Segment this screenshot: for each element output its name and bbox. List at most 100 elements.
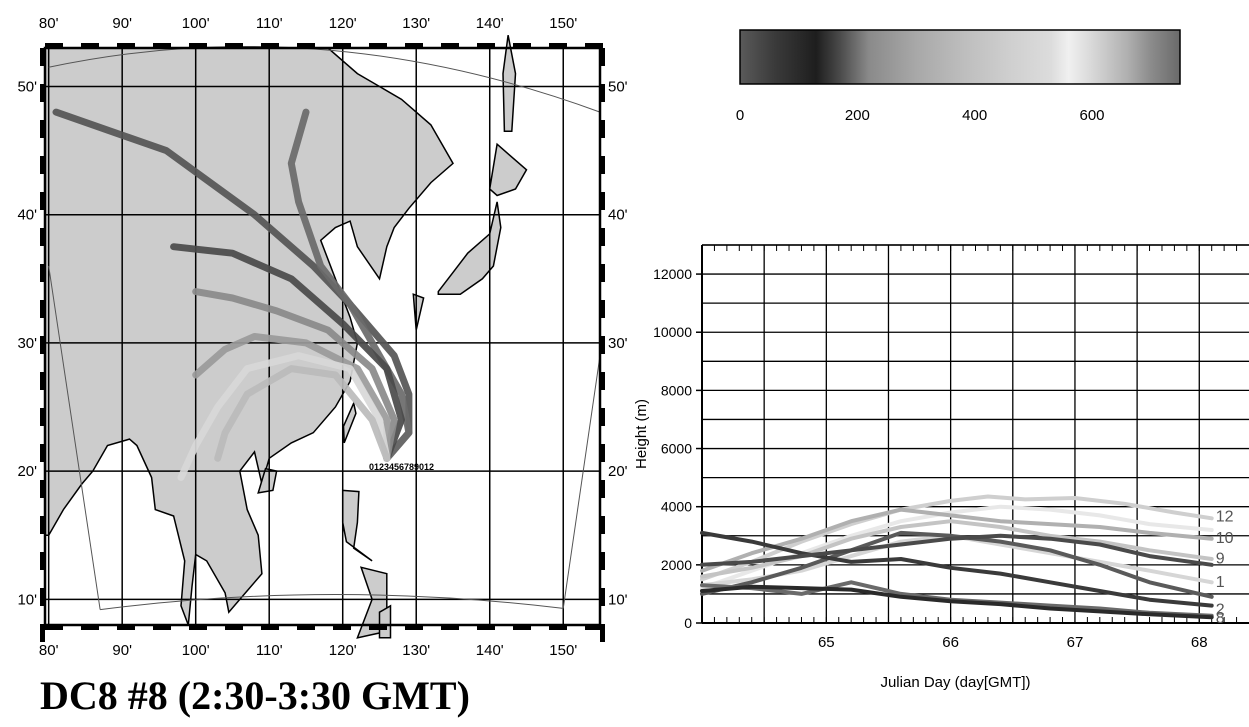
y-tick-label: 0: [684, 615, 692, 631]
border-tick: [40, 480, 45, 498]
border-tick: [600, 84, 605, 102]
border-tick: [40, 516, 45, 534]
lon-tick-label-top: 150': [549, 15, 577, 32]
border-tick: [40, 84, 45, 102]
border-tick: [549, 625, 567, 630]
border-tick: [600, 408, 605, 426]
border-tick: [441, 625, 459, 630]
series-end-label: 2: [1216, 601, 1225, 618]
border-tick: [585, 43, 603, 48]
lon-tick-label-bottom: 100': [182, 642, 210, 659]
height-series-line: [700, 584, 1214, 620]
border-tick: [81, 625, 99, 630]
lat-tick-label-left: 10': [17, 591, 37, 608]
map-panel: 80' 80' 90' 90' 100' 100' 110' 110' 120' 120' 130'…: [17, 15, 628, 659]
lat-tick-label-left: 30': [17, 335, 37, 352]
lat-tick-label-left: 50': [17, 78, 37, 95]
border-tick: [40, 48, 45, 66]
border-tick: [600, 264, 605, 282]
y-tick-label: 12000: [653, 266, 692, 282]
series-end-label: 10: [1216, 530, 1234, 547]
legend-tick-label: 600: [1079, 107, 1104, 124]
border-tick: [513, 625, 531, 630]
border-tick: [477, 625, 495, 630]
border-tick: [297, 625, 315, 630]
figure-title: DC8 #8 (2:30-3:30 GMT): [40, 673, 470, 718]
border-tick: [40, 264, 45, 282]
border-tick: [40, 444, 45, 462]
legend-tick-label: 200: [845, 107, 870, 124]
domain-outline: [48, 45, 601, 113]
border-tick: [585, 625, 603, 630]
trajectory-line: [192, 288, 398, 462]
series-end-label: 8: [1216, 610, 1225, 627]
border-tick: [549, 43, 567, 48]
lat-tick-label-right: 50': [608, 78, 628, 95]
lat-tick-label-left: 20': [17, 463, 37, 480]
trajectory-line: [170, 243, 405, 462]
border-tick: [117, 625, 135, 630]
border-tick: [297, 43, 315, 48]
border-tick: [81, 43, 99, 48]
series-end-label: 12: [1216, 508, 1234, 525]
lon-tick-label-top: 100': [182, 15, 210, 32]
border-tick: [600, 516, 605, 534]
border-tick: [40, 192, 45, 210]
height-series-line: [700, 494, 1214, 582]
border-tick: [261, 625, 279, 630]
border-tick: [600, 444, 605, 462]
x-tick-label: 65: [818, 634, 835, 651]
lon-tick-label-bottom: 150': [549, 642, 577, 659]
border-tick: [45, 43, 63, 48]
lon-tick-label-bottom: 90': [112, 642, 132, 659]
domain-outline: [562, 355, 601, 609]
border-tick: [45, 625, 63, 630]
border-tick: [225, 43, 243, 48]
height-series-line: [700, 507, 1214, 573]
lat-tick-label-right: 30': [608, 335, 628, 352]
height-series-line: [700, 530, 1214, 599]
border-tick: [189, 43, 207, 48]
border-tick: [600, 156, 605, 174]
border-tick: [40, 228, 45, 246]
border-tick: [40, 156, 45, 174]
lon-tick-label-bottom: 80': [39, 642, 59, 659]
land-mass: [488, 142, 528, 197]
lon-tick-label-top: 90': [112, 15, 132, 32]
border-tick: [600, 552, 605, 570]
lon-tick-label-top: 80': [39, 15, 59, 32]
border-tick: [40, 588, 45, 606]
border-tick: [600, 192, 605, 210]
border-tick: [40, 624, 45, 642]
border-tick: [441, 43, 459, 48]
border-tick: [513, 43, 531, 48]
lon-tick-label-bottom: 130': [402, 642, 430, 659]
color-legend: 0 200 400 600: [736, 29, 1181, 124]
x-tick-label: 68: [1191, 634, 1208, 651]
border-tick: [333, 625, 351, 630]
border-tick: [600, 624, 605, 642]
border-tick: [40, 408, 45, 426]
border-tick: [477, 43, 495, 48]
domain-outline: [100, 594, 564, 611]
lat-tick-label-right: 40': [608, 207, 628, 224]
height-series-line: [700, 530, 1214, 608]
source-marker-label: 0123456789012: [369, 462, 434, 472]
border-tick: [600, 588, 605, 606]
border-tick: [600, 372, 605, 390]
series-end-label: 1: [1216, 574, 1225, 591]
border-tick: [261, 43, 279, 48]
land-mass: [378, 604, 392, 639]
lat-tick-label-right: 10': [608, 591, 628, 608]
border-tick: [600, 336, 605, 354]
border-tick: [405, 43, 423, 48]
lon-tick-label-bottom: 120': [329, 642, 357, 659]
x-tick-label: 67: [1067, 634, 1084, 651]
border-tick: [600, 48, 605, 66]
domain-outline: [48, 265, 101, 610]
lat-tick-label-left: 40': [17, 207, 37, 224]
border-tick: [40, 372, 45, 390]
border-tick: [40, 300, 45, 318]
y-axis-label: Height (m): [633, 399, 650, 469]
lon-tick-label-top: 130': [402, 15, 430, 32]
